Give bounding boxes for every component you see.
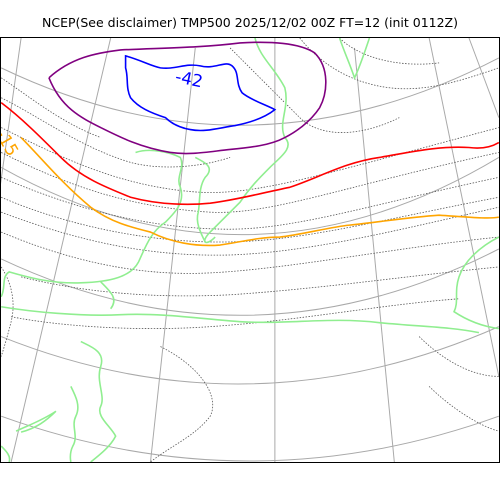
contour-line xyxy=(418,336,499,377)
contour-line xyxy=(11,298,460,329)
minor-contours xyxy=(1,38,499,462)
coastline xyxy=(15,410,57,433)
contour-line xyxy=(1,231,499,274)
coastline xyxy=(453,236,499,330)
contour-line xyxy=(1,127,499,193)
contour-line xyxy=(1,266,14,357)
coastline xyxy=(203,38,289,244)
coastline xyxy=(69,386,79,462)
meridian-line xyxy=(354,47,395,462)
contour-label-minus42: -42 xyxy=(174,66,205,91)
coastline xyxy=(80,340,117,462)
contour-red xyxy=(1,102,499,206)
meridian-line xyxy=(468,38,499,118)
coastline xyxy=(194,156,211,243)
coastlines xyxy=(1,38,499,462)
contour-line xyxy=(339,38,440,65)
coastline xyxy=(338,38,371,80)
contour-orange xyxy=(20,136,499,247)
contour-line xyxy=(299,38,499,90)
contour-label-minus15: -15 xyxy=(1,126,23,160)
map-title: NCEP(See disclaimer) TMP500 2025/12/02 0… xyxy=(41,15,458,30)
meridian-line xyxy=(428,38,499,377)
coastline xyxy=(1,305,480,334)
latitude-line xyxy=(1,57,499,126)
latitude-line xyxy=(1,415,499,462)
map-canvas: -42 -15 xyxy=(1,38,499,462)
graticule xyxy=(1,38,499,462)
contour-line xyxy=(229,47,400,133)
contour-purple xyxy=(48,41,327,155)
meridian-line xyxy=(149,47,196,462)
meridian-line xyxy=(1,38,22,185)
contour-line xyxy=(1,152,499,213)
latitude-line xyxy=(1,326,499,385)
contour-line xyxy=(150,346,214,462)
contour-line xyxy=(428,386,499,432)
coastline xyxy=(100,281,115,310)
contour-line xyxy=(1,206,499,256)
contour-minus42 xyxy=(124,54,277,132)
latitude-line xyxy=(1,248,499,316)
contour-line xyxy=(1,97,231,168)
map-panel: -42 -15 xyxy=(0,37,500,463)
contour-line xyxy=(1,176,499,230)
coastline xyxy=(1,445,11,462)
coastline xyxy=(1,149,183,298)
contour-line xyxy=(1,77,101,138)
contour-line xyxy=(1,196,499,243)
meridian-line xyxy=(10,38,112,462)
